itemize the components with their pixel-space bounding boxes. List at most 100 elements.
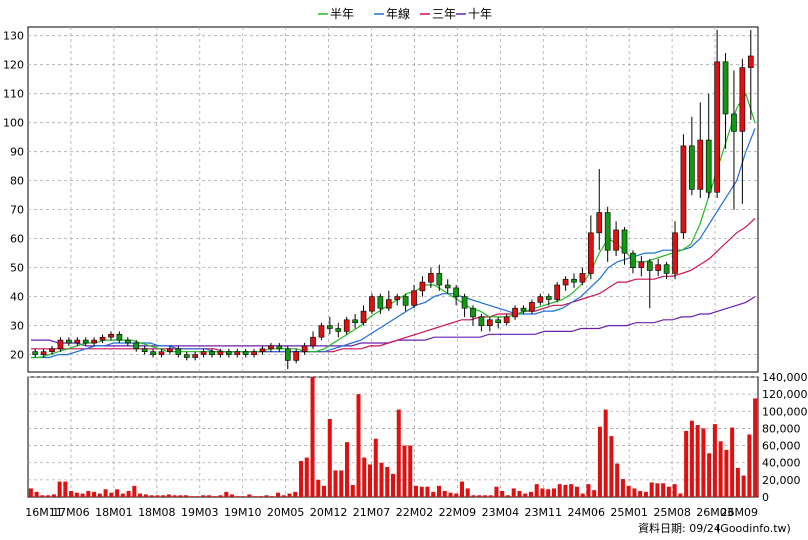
volume-bar <box>103 489 108 497</box>
candle-body <box>596 212 603 234</box>
legend: 半年 年線 三年 十年 <box>318 6 492 21</box>
volume-bar <box>63 481 68 497</box>
volume-bar <box>350 485 355 497</box>
volume-bar <box>477 495 482 497</box>
volume-bar <box>626 485 631 497</box>
volume-bar <box>638 491 643 497</box>
price-plot-area <box>27 26 759 373</box>
volume-bar <box>322 485 327 497</box>
candle-body <box>108 334 114 338</box>
candle-body <box>470 307 476 318</box>
volume-bar <box>69 491 74 497</box>
candle-body <box>747 55 754 68</box>
volume-bar <box>459 481 464 497</box>
volume-bar <box>253 496 258 497</box>
volume-bar <box>218 495 223 497</box>
candle-body <box>150 351 156 355</box>
candle-body <box>293 351 300 361</box>
candle-body <box>689 145 695 190</box>
volume-tick-label: 60,000 <box>762 440 801 453</box>
candle-body <box>251 351 257 355</box>
volume-bar <box>287 493 292 497</box>
volume-bar <box>373 438 378 497</box>
candle-body <box>537 296 544 303</box>
volume-bar <box>316 479 321 497</box>
volume-bar <box>362 457 367 497</box>
candle-body <box>646 261 653 271</box>
volume-bar <box>126 491 131 497</box>
volume-tick-label: 80,000 <box>762 422 801 435</box>
volume-bar <box>586 484 591 497</box>
x-tick-label: 20M12 <box>310 506 348 519</box>
x-tick-label: 17M06 <box>52 506 90 519</box>
volume-bar <box>115 489 120 497</box>
candle-body <box>630 252 636 268</box>
volume-bar <box>264 495 269 497</box>
volume-bar <box>517 491 522 497</box>
volume-tick-label: 0 <box>762 491 769 504</box>
volume-bar <box>592 490 597 497</box>
candle-body <box>655 264 662 271</box>
candle-body <box>66 339 72 344</box>
volume-bar <box>270 496 275 497</box>
volume-bar <box>178 495 183 497</box>
volume-bar <box>327 419 332 497</box>
price-tick-label: 90 <box>10 146 24 159</box>
x-tick-label: 25M08 <box>653 506 691 519</box>
volume-tick-label: 40,000 <box>762 457 801 470</box>
volume-bar <box>500 491 505 497</box>
volume-bar <box>448 492 453 497</box>
price-tick-label: 50 <box>10 262 24 275</box>
candle-body <box>158 351 165 355</box>
volume-bar <box>678 493 683 497</box>
volume-bar <box>488 495 493 497</box>
volume-bar <box>166 494 171 497</box>
candle-body <box>554 284 560 300</box>
candle-body <box>133 342 140 350</box>
candle-body <box>369 296 375 312</box>
candle-body <box>40 351 47 355</box>
volume-bar <box>528 491 533 497</box>
candle-body <box>520 307 527 312</box>
candle-body <box>714 61 720 193</box>
volume-bar <box>707 453 712 497</box>
candle-body <box>436 273 443 286</box>
candle-body <box>621 229 628 254</box>
price-tick-label: 110 <box>3 88 24 101</box>
volume-bar <box>747 434 752 497</box>
candle-body <box>343 319 350 332</box>
volume-bar <box>230 494 235 497</box>
x-tick-label: 19M10 <box>224 506 262 519</box>
volume-bar <box>534 484 539 497</box>
candle-body <box>200 351 207 355</box>
volume-bar <box>201 495 206 497</box>
candle-body <box>638 261 645 268</box>
volume-bar <box>661 483 666 497</box>
volume-bar <box>143 494 148 497</box>
candle-body <box>318 325 325 338</box>
volume-bar <box>666 486 671 497</box>
x-tick-label: 22M02 <box>396 506 434 519</box>
x-tick-label: 24M06 <box>567 506 605 519</box>
ma-line-ma-three-year <box>31 217 756 353</box>
volume-bar <box>46 495 51 497</box>
candle-body <box>183 354 190 358</box>
volume-bar <box>356 394 361 497</box>
volume-bar <box>207 495 212 497</box>
volume-bar <box>390 473 396 497</box>
candle-body <box>209 351 215 355</box>
volume-bar <box>195 496 200 497</box>
candle-body <box>461 296 468 309</box>
price-tick-label: 100 <box>3 117 24 130</box>
volume-bar <box>339 470 344 497</box>
volume-tick-label: 100,000 <box>762 405 808 418</box>
volume-bar <box>735 467 740 497</box>
candle-body <box>478 316 485 326</box>
candle-body <box>242 351 249 355</box>
volume-bar <box>419 486 424 497</box>
price-tick-label: 130 <box>3 30 24 43</box>
candle-body <box>301 345 308 353</box>
price-tick-label: 80 <box>10 175 24 188</box>
volume-bar <box>482 495 487 497</box>
volume-bar <box>471 495 476 497</box>
